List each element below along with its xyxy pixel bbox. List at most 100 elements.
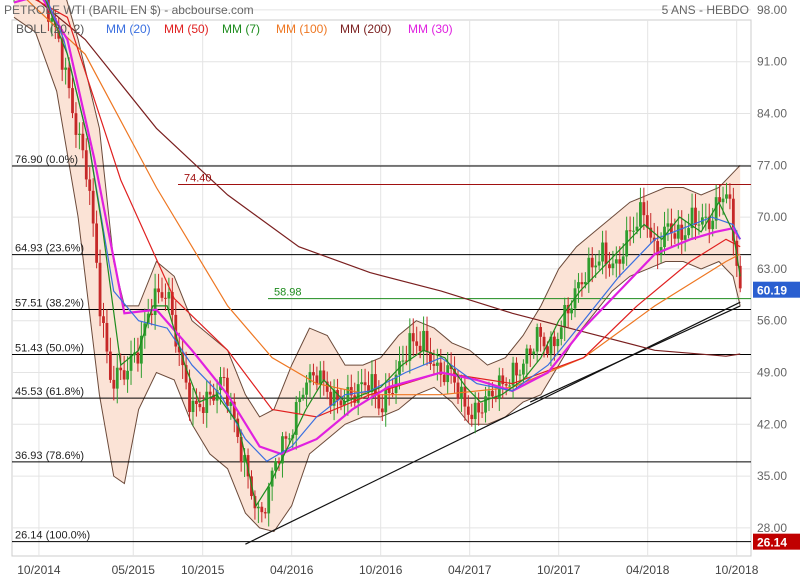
legend-entry: MM (7) xyxy=(222,22,260,36)
fibonacci-levels: 76.90 (0.0%) 64.93 (23.6%) 57.51 (38.2%) 51… xyxy=(12,154,751,543)
candle-body xyxy=(501,375,505,385)
candle-body xyxy=(577,282,580,289)
candle-body xyxy=(153,288,157,316)
candle-body xyxy=(466,406,470,415)
candle-body xyxy=(198,404,202,408)
candle-body xyxy=(532,351,536,355)
period-label: 5 ANS - HEBDO xyxy=(662,3,749,17)
x-tick-label: 04/2016 xyxy=(270,563,314,577)
candle-body xyxy=(525,348,529,364)
x-tick-label: 10/2015 xyxy=(181,563,225,577)
chart-title: PETROLE WTI (BARIL EN $) - abcbourse.com xyxy=(4,3,254,17)
candle-body xyxy=(160,292,164,298)
candle-body xyxy=(164,297,167,299)
moving-average-line xyxy=(36,0,741,357)
x-tick-label: 10/2017 xyxy=(537,563,581,577)
candle-body xyxy=(473,402,477,420)
candle-body xyxy=(666,223,670,227)
candle-body xyxy=(542,336,546,347)
horizontal-level-label: 74.40 xyxy=(184,173,212,185)
candle-body xyxy=(422,330,425,352)
candle-body xyxy=(195,400,198,405)
price-badge xyxy=(753,533,800,550)
candle-body xyxy=(711,220,715,230)
candle-body xyxy=(580,282,584,285)
candle-body xyxy=(184,365,188,383)
candle-body xyxy=(528,348,532,355)
candle-body xyxy=(442,374,446,383)
candle-body xyxy=(491,390,494,397)
candle-body xyxy=(391,392,395,394)
candle-body xyxy=(432,363,436,366)
candle-body xyxy=(425,330,429,352)
y-tick-label: 49.00 xyxy=(757,366,787,380)
candle-body xyxy=(243,455,247,463)
candle-body xyxy=(205,391,209,413)
candle-body xyxy=(401,360,405,362)
candle-body xyxy=(167,292,171,299)
x-tick-label: 10/2016 xyxy=(359,563,403,577)
y-tick-label: 98.00 xyxy=(757,3,787,17)
candle-body xyxy=(394,374,398,393)
candle-body xyxy=(325,381,329,392)
legend-entry: MM (30) xyxy=(408,22,453,36)
legend: BOLL (20, 2) MM (20) MM (50) MM (7) MM (100)… xyxy=(16,22,453,36)
price-badge-label: 26.14 xyxy=(757,536,787,550)
moving-average-line xyxy=(34,0,741,418)
fib-label: 76.90 (0.0%) xyxy=(15,154,78,166)
candle-body xyxy=(690,207,694,229)
x-tick-label: 04/2018 xyxy=(626,563,670,577)
candle-body xyxy=(88,179,92,191)
candle-body xyxy=(47,0,50,22)
candle-body xyxy=(418,345,422,352)
candle-body xyxy=(687,228,691,236)
candle-body xyxy=(608,264,611,269)
candle-body xyxy=(329,391,333,406)
candle-body xyxy=(136,352,140,364)
candle-body xyxy=(680,224,684,240)
candle-body xyxy=(484,396,487,413)
candle-body xyxy=(694,207,697,226)
candle-body xyxy=(477,402,481,413)
trendlines xyxy=(245,301,741,545)
fib-label: 45.53 (61.8%) xyxy=(15,386,84,398)
candle-body xyxy=(157,288,160,293)
candle-body xyxy=(315,375,319,385)
candle-body xyxy=(718,197,721,203)
candle-body xyxy=(618,259,622,264)
candle-body xyxy=(77,133,81,135)
candle-body xyxy=(225,377,229,406)
price-badge-label: 60.19 xyxy=(757,284,787,298)
fib-label: 64.93 (23.6%) xyxy=(15,243,84,255)
candle-body xyxy=(494,396,498,400)
candle-body xyxy=(53,18,57,27)
candle-body xyxy=(322,370,326,382)
candle-body xyxy=(731,198,735,241)
candle-body xyxy=(222,377,226,379)
candle-body xyxy=(721,198,725,203)
candle-body xyxy=(64,67,68,70)
legend-entry: MM (20) xyxy=(106,22,151,36)
y-tick-label: 42.00 xyxy=(757,417,787,431)
candle-body xyxy=(546,346,549,354)
candle-body xyxy=(363,382,367,386)
candle-body xyxy=(583,281,587,285)
candle-body xyxy=(377,394,381,409)
horizontal-level-label: 58.98 xyxy=(274,287,302,299)
legend-entry: BOLL (20, 2) xyxy=(16,22,84,36)
candle-body xyxy=(370,374,374,392)
candle-body xyxy=(108,351,112,380)
candle-body xyxy=(714,197,718,221)
candle-body xyxy=(287,438,291,440)
candle-body xyxy=(60,38,64,70)
candle-body xyxy=(139,335,143,364)
price-badge xyxy=(753,281,800,298)
candle-body xyxy=(356,384,360,403)
y-tick-label: 77.00 xyxy=(757,158,787,172)
candle-body xyxy=(515,362,518,376)
candle-body xyxy=(380,408,384,413)
candle-body xyxy=(522,363,525,375)
candle-body xyxy=(367,385,370,392)
candle-body xyxy=(518,374,522,376)
